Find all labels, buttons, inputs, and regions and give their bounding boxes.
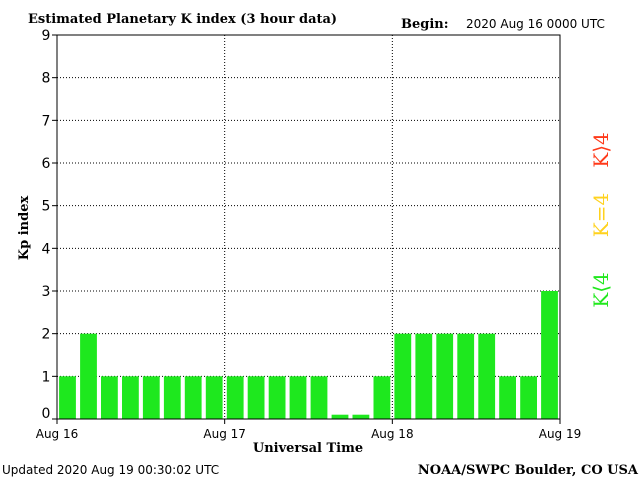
y-tick-label: 4 — [42, 241, 51, 257]
kp-bar — [80, 333, 97, 419]
legend-k-equals-4: K=4 — [589, 193, 613, 237]
kp-bar — [122, 376, 139, 419]
kp-bar — [394, 333, 412, 419]
y-tick-label: 7 — [42, 113, 51, 129]
y-tick-label: 3 — [42, 284, 51, 300]
legend-k-above-4: K⟩4 — [589, 132, 613, 167]
y-tick-label: 9 — [42, 28, 51, 44]
y-tick-label: 5 — [42, 199, 51, 215]
kp-bar — [373, 376, 391, 419]
kp-bar — [331, 414, 349, 419]
updated-timestamp: Updated 2020 Aug 19 00:30:02 UTC — [2, 463, 219, 477]
kp-bar — [205, 376, 223, 419]
kp-bar — [541, 291, 558, 419]
kp-bar — [59, 376, 76, 419]
y-tick-label: 6 — [42, 156, 51, 172]
kp-bar — [520, 376, 537, 419]
y-tick-label: 8 — [42, 71, 51, 87]
kp-bar — [226, 376, 244, 419]
chart-title: Estimated Planetary K index (3 hour data… — [28, 12, 337, 27]
x-tick-label: Aug 18 — [371, 427, 414, 441]
kp-bar — [478, 333, 496, 419]
plot-frame — [56, 34, 561, 420]
kp-bar — [247, 376, 265, 419]
kp-bar — [142, 376, 160, 419]
source-credit: NOAA/SWPC Boulder, CO USA — [418, 463, 639, 478]
kp-bar — [101, 376, 118, 419]
bar-series — [59, 291, 558, 419]
y-tick-label: 0 — [42, 406, 51, 422]
kp-bar — [457, 333, 475, 419]
y-axis-label: Kp index — [17, 196, 32, 261]
kp-bar — [310, 376, 328, 419]
y-axis-ticks: 0 1 2 3 4 5 6 7 8 9 — [42, 28, 57, 422]
x-tick-label: Aug 19 — [539, 427, 582, 441]
kp-bar — [268, 376, 286, 419]
kp-bar — [352, 414, 370, 419]
x-axis-ticks: Aug 16 Aug 17 Aug 18 Aug 19 — [36, 419, 582, 441]
kp-bar — [436, 333, 454, 419]
legend: K⟨4 K=4 K⟩4 — [589, 132, 613, 307]
legend-k-below-4: K⟨4 — [589, 272, 613, 307]
begin-value: 2020 Aug 16 0000 UTC — [466, 17, 605, 31]
kp-bar — [184, 376, 202, 419]
grid-lines — [57, 35, 560, 419]
x-tick-label: Aug 17 — [203, 427, 246, 441]
y-tick-label: 2 — [42, 327, 51, 343]
kp-bar — [289, 376, 307, 419]
kp-bar — [163, 376, 181, 419]
begin-label: Begin: — [401, 17, 449, 32]
kp-bar — [499, 376, 516, 419]
y-tick-label: 1 — [42, 369, 51, 385]
x-axis-label: Universal Time — [253, 441, 363, 456]
kp-bar — [415, 333, 433, 419]
x-tick-label: Aug 16 — [36, 427, 79, 441]
